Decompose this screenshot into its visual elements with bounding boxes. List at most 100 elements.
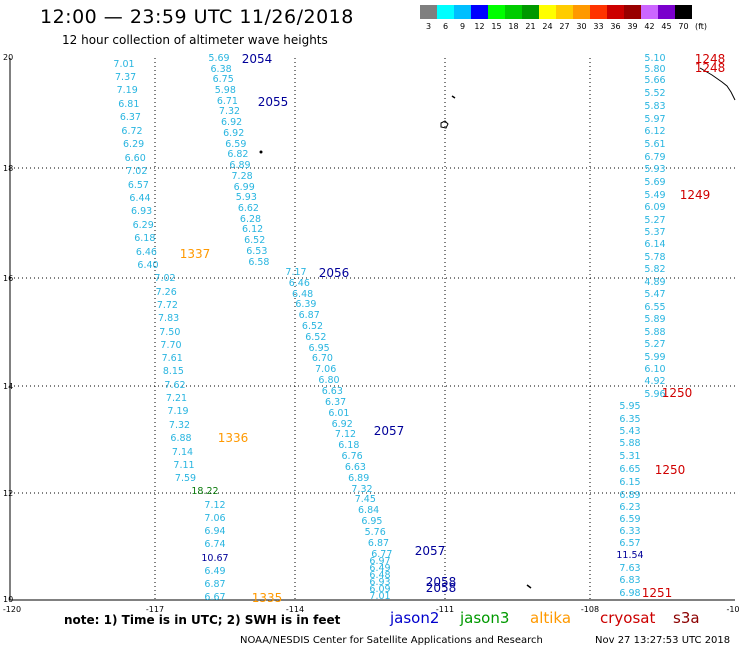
pass-number-label: 1335 bbox=[252, 591, 283, 605]
wave-height-value: 6.53 bbox=[246, 246, 267, 257]
wave-height-value: 5.27 bbox=[644, 215, 665, 226]
wave-height-value: 6.09 bbox=[369, 584, 390, 595]
graticule bbox=[10, 58, 735, 600]
wave-height-value: 6.23 bbox=[619, 502, 640, 513]
wave-height-value: 7.01 bbox=[113, 59, 134, 70]
color-scale-label: 24 bbox=[542, 22, 553, 31]
color-scale-label: 15 bbox=[491, 22, 502, 31]
wave-height-value: 6.93 bbox=[131, 206, 152, 217]
wave-height-value: 7.02 bbox=[126, 166, 147, 177]
wave-height-value: 6.59 bbox=[225, 139, 246, 150]
color-scale-label: 36 bbox=[610, 22, 621, 31]
wave-height-value: 6.18 bbox=[134, 233, 155, 244]
wave-height-value: 6.87 bbox=[368, 538, 389, 549]
wave-height-value: 5.47 bbox=[644, 289, 665, 300]
color-scale-label: 12 bbox=[474, 22, 485, 31]
color-scale-label: 3 bbox=[425, 22, 432, 31]
wave-height-value: 6.76 bbox=[342, 451, 363, 462]
wave-height-value: 5.88 bbox=[644, 327, 665, 338]
wave-height-value: 6.97 bbox=[369, 556, 390, 567]
wave-height-value: 6.46 bbox=[136, 247, 157, 258]
wave-height-value: 6.75 bbox=[213, 74, 234, 85]
legend-item-jason3: jason3 bbox=[460, 609, 510, 627]
wave-height-value: 6.12 bbox=[242, 224, 263, 235]
wave-height-value: 6.37 bbox=[325, 397, 346, 408]
color-scale-swatch bbox=[505, 5, 522, 19]
wave-height-value: 7.19 bbox=[117, 85, 138, 96]
pass-number-label: 1248 bbox=[695, 52, 726, 66]
wave-height-value: 6.38 bbox=[211, 64, 232, 75]
wave-height-value: 5.61 bbox=[644, 139, 665, 150]
pass-number-label: 2058 bbox=[426, 581, 457, 595]
color-scale-swatch bbox=[675, 5, 692, 19]
wave-height-value: 6.94 bbox=[204, 526, 225, 537]
wave-height-value: 6.87 bbox=[299, 310, 320, 321]
legend-item-jason2: jason2 bbox=[390, 609, 440, 627]
wave-height-value: 7.50 bbox=[159, 327, 180, 338]
wave-height-value: 6.93 bbox=[369, 577, 390, 588]
wave-height-value: 7.01 bbox=[369, 591, 390, 602]
wave-height-value: 18.22 bbox=[191, 486, 218, 497]
latitude-tick-label: 12 bbox=[3, 489, 13, 498]
wave-height-value: 6.09 bbox=[644, 202, 665, 213]
map-frame bbox=[9, 58, 735, 601]
coastline-segment bbox=[699, 67, 736, 101]
wave-height-value: 6.12 bbox=[644, 126, 665, 137]
wave-height-value: 6.39 bbox=[295, 299, 316, 310]
wave-height-value: 5.37 bbox=[644, 227, 665, 238]
wave-height-value: 6.95 bbox=[309, 343, 330, 354]
wave-height-value: 5.78 bbox=[644, 252, 665, 263]
latitude-tick-label: 16 bbox=[3, 274, 13, 283]
pass-number-label: 1251 bbox=[642, 586, 673, 600]
wave-height-value: 6.99 bbox=[234, 182, 255, 193]
wave-height-value: 7.26 bbox=[156, 287, 177, 298]
latitude-tick-label: 20 bbox=[3, 53, 13, 62]
color-scale-label: 42 bbox=[644, 22, 655, 31]
wave-height-value: 5.98 bbox=[215, 85, 236, 96]
wave-height-value: 5.95 bbox=[619, 401, 640, 412]
pass-number-label: 1248 bbox=[695, 61, 726, 75]
wave-height-value: 6.65 bbox=[619, 464, 640, 475]
legend-item-s3a: s3a bbox=[673, 609, 700, 627]
longitude-tick-label: -117 bbox=[146, 605, 164, 614]
wave-height-value: 5.10 bbox=[644, 53, 665, 64]
wave-height-value: 6.60 bbox=[125, 153, 146, 164]
wave-height-value: 6.82 bbox=[227, 149, 248, 160]
timestamp-text: Nov 27 13:27:53 UTC 2018 bbox=[595, 635, 731, 646]
wave-height-value: 7.14 bbox=[172, 447, 193, 458]
wave-height-value: 6.48 bbox=[292, 289, 313, 300]
wave-height-value: 5.82 bbox=[644, 264, 665, 275]
pass-number-label: 2057 bbox=[374, 424, 405, 438]
wave-height-value: 6.57 bbox=[128, 180, 149, 191]
color-scale-label: 45 bbox=[661, 22, 672, 31]
wave-height-value: 6.01 bbox=[328, 408, 349, 419]
footer-note: note: 1) Time is in UTC; 2) SWH is in fe… bbox=[64, 613, 341, 627]
island-marker bbox=[526, 584, 532, 589]
wave-height-value: 7.63 bbox=[619, 563, 640, 574]
wave-height-value: 7.70 bbox=[160, 340, 181, 351]
pass-number-label: 1337 bbox=[180, 247, 211, 261]
wave-height-value: 5.83 bbox=[644, 101, 665, 112]
island-marker bbox=[451, 95, 456, 99]
pass-number-label: 1250 bbox=[655, 463, 686, 477]
wave-height-value: 6.58 bbox=[248, 257, 269, 268]
wave-height-value: 7.83 bbox=[158, 313, 179, 324]
wave-height-value: 7.32 bbox=[169, 420, 190, 431]
wave-height-value: 6.87 bbox=[204, 579, 225, 590]
wave-height-labels: 7.01 7.37 7.19 6.81 6.37 6.72 6.29 6.60 7.02 6.57… bbox=[113, 52, 725, 605]
wave-height-value: 6.59 bbox=[619, 514, 640, 525]
color-scale-swatch bbox=[590, 5, 607, 19]
wave-height-value: 7.06 bbox=[204, 513, 225, 524]
wave-height-value: 6.55 bbox=[644, 302, 665, 313]
longitude-tick-label: -10 bbox=[726, 605, 739, 614]
latitude-tick-label: 18 bbox=[3, 164, 13, 173]
wave-height-value: 5.89 bbox=[644, 314, 665, 325]
wave-height-value: 6.98 bbox=[619, 588, 640, 599]
wave-height-value: 6.48 bbox=[369, 570, 390, 581]
wave-height-value: 6.10 bbox=[644, 364, 665, 375]
color-scale-swatch bbox=[420, 5, 437, 19]
color-scale-label: 27 bbox=[559, 22, 570, 31]
color-scale-swatch bbox=[641, 5, 658, 19]
wave-height-value: 6.52 bbox=[244, 235, 265, 246]
wave-height-value: 6.92 bbox=[223, 128, 244, 139]
